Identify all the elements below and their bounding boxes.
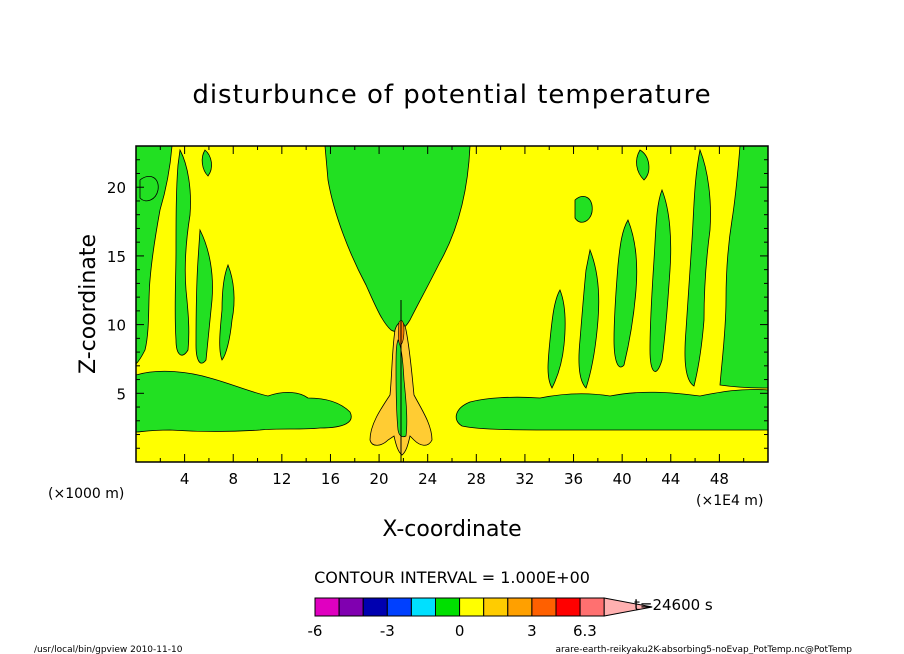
x-tick-label: 8 [228,470,238,488]
left-upper-cold-band-4 [219,263,235,361]
footer-right: arare-earth-reikyaku2K-absorbing5-noEvap… [555,645,852,654]
x-tick-label: 36 [564,470,583,488]
right-upper-cold-patch-2 [636,149,650,181]
x-unit-left: (×1000 m) [48,486,124,502]
colorbar-level-label: 6.3 [573,622,597,640]
x-tick-label: 40 [613,470,632,488]
x-tick-label: 4 [180,470,190,488]
y-tick-label: 20 [107,179,126,197]
time-label: t=24600 s [634,596,713,614]
left-upper-cold-patch-1 [139,176,159,202]
right-upper-cold-band-4 [613,219,638,368]
colorbar-swatch [338,597,364,617]
right-upper-cold-patch-1 [574,196,593,223]
right-upper-cold-band-1 [719,146,768,389]
x-unit-right: (×1E4 m) [696,493,763,509]
left-upper-cold-band-2 [174,148,191,356]
y-tick-label: 10 [107,317,126,335]
colorbar-swatch [314,597,340,617]
y-tick-label: 15 [107,248,126,266]
colorbar-swatch [531,597,557,617]
x-tick-label: 32 [515,470,534,488]
colorbar-swatch [386,597,412,617]
right-upper-cold-band-3 [649,188,672,372]
colorbar-swatch [555,597,581,617]
colorbar-arrow [603,597,653,617]
colorbar-swatch [507,597,533,617]
x-tick-label: 44 [661,470,680,488]
right-upper-cold-band-5 [578,248,600,389]
chart-title: disturbunce of potential temperature [192,80,711,110]
y-axis-ticks: 5 10 15 20 [107,159,768,449]
x-tick-label: 24 [418,470,437,488]
colorbar-level-label: 3 [527,622,537,640]
x-tick-label: 28 [467,470,486,488]
colorbar-level-label: -6 [308,622,323,640]
left-cold-pool [136,370,352,433]
contour-interval-label: CONTOUR INTERVAL = 1.000E+00 [314,568,590,587]
colorbar-swatch [435,597,461,617]
colorbar: -6 -3 0 3 6.3 [308,597,653,640]
colorbar-swatch [362,597,388,617]
colorbar-swatch [483,597,509,617]
plot-area [136,146,768,462]
x-axis-label: X-coordinate [382,517,521,542]
right-cold-pool [455,389,768,431]
x-axis-ticks: 4 8 12 16 20 24 28 32 36 40 44 48 [159,146,745,488]
right-upper-cold-band-2 [684,148,711,387]
footer-left: /usr/local/bin/gpview 2010-11-10 [34,645,183,654]
colorbar-level-label: -3 [380,622,395,640]
right-upper-cold-band-6 [547,289,566,389]
x-tick-label: 12 [272,470,291,488]
x-tick-label: 20 [370,470,389,488]
x-tick-label: 48 [710,470,729,488]
colorbar-level-label: 0 [455,622,465,640]
left-upper-cold-band-3 [195,228,213,364]
left-upper-cold-patch-2 [201,149,212,177]
colorbar-swatch [410,597,436,617]
colorbar-swatch [579,597,605,617]
y-tick-label: 5 [116,385,126,403]
y-axis-label: Z-coordinate [76,234,101,374]
colorbar-swatch [459,597,485,617]
x-tick-label: 16 [321,470,340,488]
